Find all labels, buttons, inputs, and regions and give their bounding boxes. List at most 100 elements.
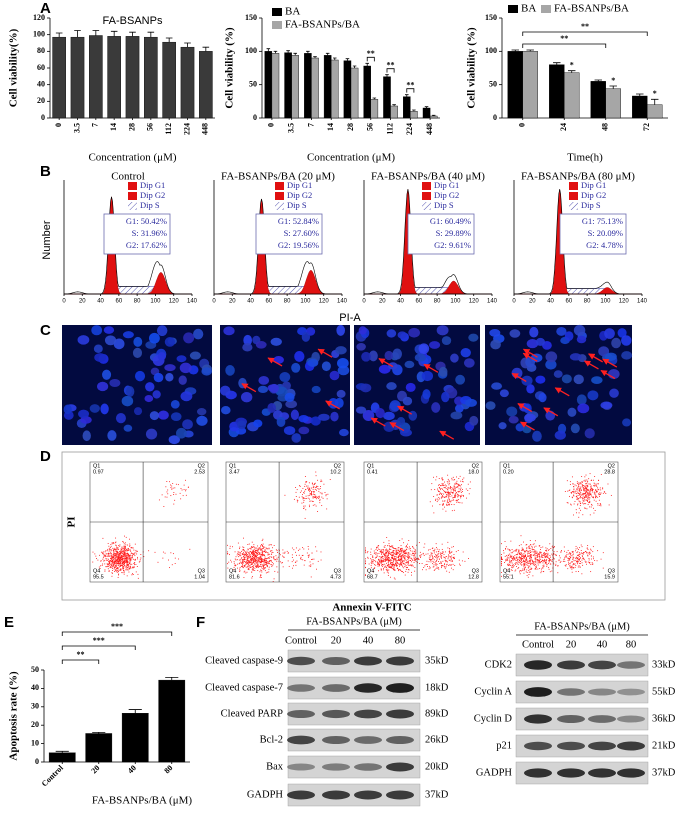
event-dot xyxy=(593,512,595,514)
x-tick-label: 72 xyxy=(642,123,651,131)
event-dot xyxy=(577,495,579,496)
event-dot xyxy=(102,563,104,565)
event-dot xyxy=(249,566,251,568)
event-dot xyxy=(252,567,254,569)
event-dot xyxy=(261,566,263,568)
event-dot xyxy=(441,565,443,567)
event-dot xyxy=(388,560,390,562)
event-dot xyxy=(415,552,417,554)
event-dot xyxy=(313,496,315,498)
event-dot xyxy=(265,552,267,553)
nucleus xyxy=(573,324,586,336)
event-dot xyxy=(374,561,376,563)
event-dot xyxy=(579,482,581,484)
event-dot xyxy=(428,561,430,563)
event-dot xyxy=(135,571,137,573)
event-dot xyxy=(112,560,114,562)
event-dot xyxy=(571,496,573,498)
event-dot xyxy=(530,557,532,559)
event-dot xyxy=(127,554,129,555)
event-dot xyxy=(391,554,393,556)
nucleus xyxy=(330,411,339,422)
event-dot xyxy=(570,566,572,568)
event-dot xyxy=(261,568,263,570)
event-dot xyxy=(397,552,399,554)
y-axis-label: Cell viability(%) xyxy=(8,28,20,107)
event-dot xyxy=(590,493,592,495)
nucleus xyxy=(122,331,134,339)
event-dot xyxy=(124,558,126,560)
event-dot xyxy=(511,566,513,568)
event-dot xyxy=(124,554,126,556)
event-dot xyxy=(238,554,240,555)
event-dot xyxy=(444,481,445,483)
x-tick-label: 28 xyxy=(346,123,355,131)
event-dot xyxy=(120,559,122,561)
event-dot xyxy=(252,557,254,559)
event-dot xyxy=(122,563,124,565)
lane-label: Control xyxy=(285,635,317,646)
event-dot xyxy=(239,553,241,555)
event-dot xyxy=(540,547,542,549)
event-dot xyxy=(123,553,125,554)
event-dot xyxy=(96,558,97,559)
event-dot xyxy=(536,551,538,553)
event-dot xyxy=(258,554,260,556)
error-bar xyxy=(553,62,561,65)
event-dot xyxy=(431,548,433,550)
event-dot xyxy=(454,489,456,491)
event-dot xyxy=(380,561,382,563)
event-dot xyxy=(123,551,125,553)
event-dot xyxy=(108,550,110,552)
event-dot xyxy=(315,495,317,497)
event-dot xyxy=(568,553,570,555)
event-dot xyxy=(571,491,573,493)
event-dot xyxy=(524,563,526,565)
event-dot xyxy=(595,496,597,498)
event-dot xyxy=(254,556,256,558)
event-dot xyxy=(442,479,444,481)
nucleus xyxy=(104,335,117,346)
event-dot xyxy=(390,545,392,547)
nucleus xyxy=(145,382,155,392)
event-dot xyxy=(308,555,310,557)
y-axis-label: Number xyxy=(41,220,53,259)
y-tick-label: 100 xyxy=(245,46,257,55)
event-dot xyxy=(441,548,443,550)
x-tick-label: 448 xyxy=(425,123,434,135)
event-dot xyxy=(593,558,594,560)
event-dot xyxy=(114,561,116,563)
event-dot xyxy=(392,557,394,559)
event-dot xyxy=(99,554,101,556)
event-dot xyxy=(254,556,256,558)
event-dot xyxy=(398,552,400,554)
event-dot xyxy=(393,559,395,561)
legend-label: Dip G2 xyxy=(287,190,312,200)
event-dot xyxy=(577,549,579,550)
event-dot xyxy=(266,566,268,568)
event-dot xyxy=(539,552,541,554)
significance-bracket xyxy=(522,31,648,36)
event-dot xyxy=(252,566,254,567)
event-dot xyxy=(118,554,120,555)
event-dot xyxy=(109,567,111,569)
event-dot xyxy=(119,565,121,566)
event-dot xyxy=(380,568,382,570)
event-dot xyxy=(295,564,297,566)
legend-label: FA-BSANPs/BA xyxy=(285,19,360,31)
event-dot xyxy=(521,549,523,551)
event-dot xyxy=(382,563,384,565)
band xyxy=(588,688,616,696)
event-dot xyxy=(577,487,579,489)
event-dot xyxy=(431,552,433,554)
event-dot xyxy=(275,555,277,557)
event-dot xyxy=(242,564,243,566)
event-dot xyxy=(268,568,270,570)
event-dot xyxy=(405,565,407,567)
event-dot xyxy=(292,559,294,561)
x-axis-label: Time(h) xyxy=(567,152,603,164)
event-dot xyxy=(418,559,420,561)
event-dot xyxy=(408,562,409,564)
event-dot xyxy=(536,553,538,555)
